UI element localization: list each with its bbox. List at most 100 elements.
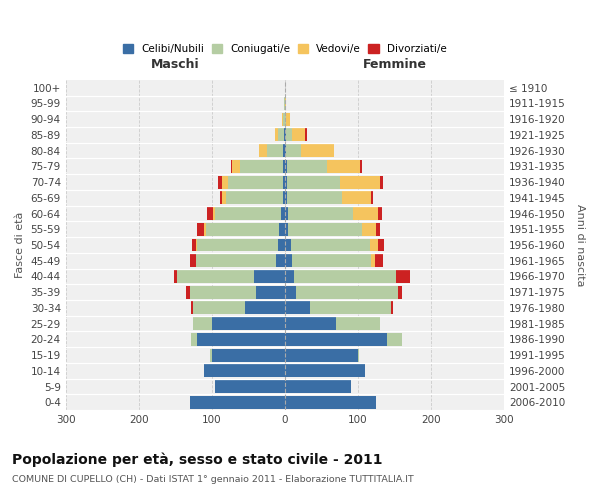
Bar [296, 286, 398, 298]
Bar [226, 192, 283, 204]
Bar [285, 238, 290, 252]
Bar [278, 128, 284, 141]
Bar [379, 238, 384, 252]
Bar [380, 176, 383, 188]
Bar [197, 333, 285, 346]
Bar [353, 207, 379, 220]
Bar [279, 223, 285, 235]
Bar [206, 223, 279, 235]
Bar [285, 144, 286, 157]
Bar [285, 317, 336, 330]
Bar [371, 192, 373, 204]
Bar [197, 223, 205, 235]
Bar [370, 238, 379, 252]
Bar [387, 333, 401, 346]
Bar [215, 380, 285, 393]
Bar [284, 128, 285, 141]
Bar [245, 302, 285, 314]
Bar [379, 207, 382, 220]
Bar [215, 207, 281, 220]
Bar [281, 207, 285, 220]
Bar [360, 160, 362, 173]
Bar [396, 270, 410, 283]
Bar [174, 270, 178, 283]
Bar [275, 128, 278, 141]
Bar [212, 348, 285, 362]
Bar [212, 317, 285, 330]
Bar [228, 176, 283, 188]
Bar [283, 192, 285, 204]
Bar [205, 364, 285, 378]
Text: Popolazione per età, sesso e stato civile - 2011: Popolazione per età, sesso e stato civil… [12, 452, 383, 467]
Bar [293, 270, 396, 283]
Bar [205, 223, 206, 235]
Bar [276, 254, 285, 267]
Bar [282, 112, 283, 126]
Bar [362, 223, 376, 235]
Bar [290, 238, 370, 252]
Y-axis label: Fasce di età: Fasce di età [15, 212, 25, 278]
Bar [336, 317, 380, 330]
Bar [190, 254, 196, 267]
Bar [287, 176, 340, 188]
Bar [376, 223, 380, 235]
Bar [259, 144, 267, 157]
Bar [285, 192, 287, 204]
Bar [310, 302, 391, 314]
Bar [191, 302, 193, 314]
Bar [210, 348, 212, 362]
Bar [285, 112, 286, 126]
Bar [278, 238, 285, 252]
Bar [371, 254, 374, 267]
Bar [285, 380, 350, 393]
Legend: Celibi/Nubili, Coniugati/e, Vedovi/e, Divorziati/e: Celibi/Nubili, Coniugati/e, Vedovi/e, Di… [121, 42, 449, 56]
Bar [222, 176, 228, 188]
Bar [186, 286, 190, 298]
Bar [285, 97, 286, 110]
Bar [285, 348, 358, 362]
Bar [327, 160, 360, 173]
Bar [285, 270, 293, 283]
Bar [232, 160, 239, 173]
Bar [285, 128, 286, 141]
Bar [358, 348, 359, 362]
Bar [267, 144, 283, 157]
Text: Maschi: Maschi [151, 58, 200, 71]
Bar [287, 160, 327, 173]
Bar [285, 254, 292, 267]
Bar [340, 176, 380, 188]
Bar [254, 270, 285, 283]
Bar [305, 128, 307, 141]
Bar [283, 160, 285, 173]
Text: COMUNE DI CUPELLO (CH) - Dati ISTAT 1° gennaio 2011 - Elaborazione TUTTITALIA.IT: COMUNE DI CUPELLO (CH) - Dati ISTAT 1° g… [12, 475, 414, 484]
Bar [374, 254, 383, 267]
Bar [342, 192, 371, 204]
Bar [208, 207, 213, 220]
Y-axis label: Anni di nascita: Anni di nascita [575, 204, 585, 286]
Bar [285, 223, 289, 235]
Bar [285, 176, 287, 188]
Bar [193, 302, 245, 314]
Bar [283, 176, 285, 188]
Bar [196, 254, 276, 267]
Bar [391, 302, 393, 314]
Bar [285, 286, 296, 298]
Bar [284, 97, 285, 110]
Bar [286, 128, 292, 141]
Bar [239, 160, 283, 173]
Bar [193, 317, 212, 330]
Bar [196, 238, 197, 252]
Bar [190, 286, 256, 298]
Bar [285, 396, 376, 408]
Bar [285, 364, 365, 378]
Bar [213, 207, 215, 220]
Bar [197, 238, 278, 252]
Bar [178, 270, 254, 283]
Text: Femmine: Femmine [362, 58, 427, 71]
Bar [191, 333, 197, 346]
Bar [292, 254, 371, 267]
Bar [283, 112, 285, 126]
Bar [289, 223, 362, 235]
Bar [222, 192, 226, 204]
Bar [286, 144, 301, 157]
